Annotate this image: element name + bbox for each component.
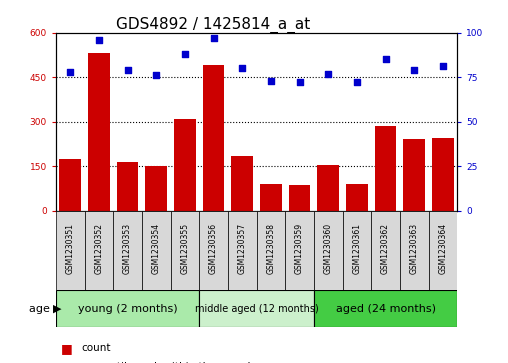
Bar — [285, 211, 314, 290]
Text: ▶: ▶ — [53, 303, 62, 314]
Bar — [56, 211, 84, 290]
Bar — [117, 162, 138, 211]
Bar — [174, 119, 196, 211]
Bar — [400, 211, 429, 290]
Text: GSM1230355: GSM1230355 — [180, 223, 189, 274]
Point — [152, 73, 160, 78]
Text: GSM1230354: GSM1230354 — [152, 223, 161, 274]
Bar — [88, 53, 110, 211]
Text: GSM1230351: GSM1230351 — [66, 223, 75, 273]
Bar — [171, 211, 199, 290]
Bar — [314, 211, 342, 290]
Text: GSM1230356: GSM1230356 — [209, 223, 218, 274]
Text: GSM1230360: GSM1230360 — [324, 223, 333, 274]
Point — [95, 37, 103, 43]
Point — [238, 65, 246, 71]
Point — [209, 35, 217, 41]
Bar — [260, 184, 281, 211]
Point — [123, 67, 132, 73]
Text: GSM1230352: GSM1230352 — [94, 223, 104, 273]
Text: count: count — [81, 343, 111, 354]
Point — [181, 51, 189, 57]
Text: GSM1230363: GSM1230363 — [409, 223, 419, 274]
Bar — [228, 211, 257, 290]
Text: young (2 months): young (2 months) — [78, 303, 177, 314]
Text: GSM1230361: GSM1230361 — [353, 223, 361, 273]
Point — [296, 79, 304, 85]
Bar — [232, 156, 253, 211]
Text: age: age — [29, 303, 53, 314]
Bar — [56, 290, 199, 327]
Text: percentile rank within the sample: percentile rank within the sample — [81, 362, 257, 363]
Point — [267, 78, 275, 83]
Text: middle aged (12 months): middle aged (12 months) — [195, 303, 319, 314]
Bar — [289, 185, 310, 211]
Bar — [314, 290, 457, 327]
Bar — [375, 126, 396, 211]
Text: GSM1230362: GSM1230362 — [381, 223, 390, 273]
Point — [324, 71, 332, 77]
Bar — [59, 159, 81, 211]
Bar — [432, 138, 454, 211]
Bar — [84, 211, 113, 290]
Text: GSM1230359: GSM1230359 — [295, 223, 304, 274]
Text: aged (24 months): aged (24 months) — [336, 303, 435, 314]
Bar — [342, 211, 371, 290]
Bar — [371, 211, 400, 290]
Bar — [257, 211, 285, 290]
Bar — [113, 211, 142, 290]
Point — [66, 69, 74, 75]
Bar — [203, 65, 225, 211]
Text: GSM1230353: GSM1230353 — [123, 223, 132, 274]
Text: GSM1230358: GSM1230358 — [266, 223, 275, 273]
Point — [439, 64, 447, 69]
Text: GSM1230357: GSM1230357 — [238, 223, 247, 274]
Point — [353, 79, 361, 85]
Bar — [403, 139, 425, 211]
Bar — [318, 164, 339, 211]
Text: ■: ■ — [61, 360, 73, 363]
Text: ■: ■ — [61, 342, 73, 355]
Bar — [346, 184, 368, 211]
Point — [410, 67, 418, 73]
Bar — [142, 211, 171, 290]
Text: GDS4892 / 1425814_a_at: GDS4892 / 1425814_a_at — [116, 16, 310, 33]
Bar — [429, 211, 457, 290]
Bar — [199, 211, 228, 290]
Text: GSM1230364: GSM1230364 — [438, 223, 448, 274]
Bar — [199, 290, 314, 327]
Bar — [145, 166, 167, 211]
Point — [382, 56, 390, 62]
